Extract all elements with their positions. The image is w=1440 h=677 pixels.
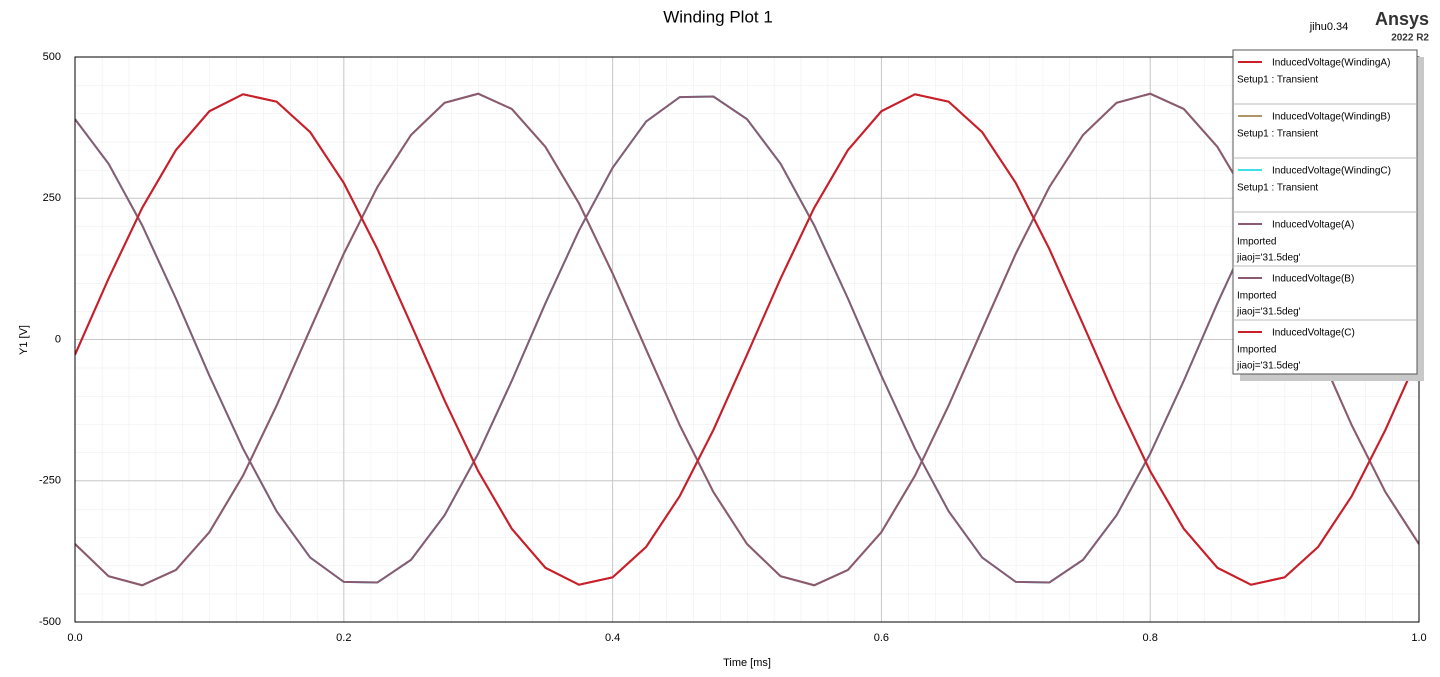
legend-context: jiaoj='31.5deg' [1236, 361, 1301, 372]
x-tick-label: 1.0 [1411, 632, 1426, 644]
legend-label: InducedVoltage(WindingA) [1272, 58, 1390, 69]
series-line [75, 95, 1419, 584]
legend-context: Setup1 : Transient [1237, 129, 1318, 140]
legend-label: InducedVoltage(A) [1272, 220, 1354, 231]
legend-context: jiaoj='31.5deg' [1236, 253, 1301, 264]
y-tick-label: -500 [39, 616, 61, 628]
legend-label: InducedVoltage(C) [1272, 328, 1355, 339]
series-line [75, 92, 1419, 587]
x-axis-label: Time [ms] [723, 657, 771, 669]
x-tick-label: 0.0 [67, 632, 82, 644]
legend-context: Imported [1237, 345, 1276, 356]
x-tick-label: 0.8 [1143, 632, 1158, 644]
legend-label: InducedVoltage(B) [1272, 274, 1354, 285]
legend-context: Setup1 : Transient [1237, 75, 1318, 86]
legend-context: Imported [1237, 237, 1276, 248]
series-line [75, 93, 1419, 586]
x-tick-label: 0.2 [336, 632, 351, 644]
y-tick-label: -250 [39, 475, 61, 487]
legend-label: InducedVoltage(WindingC) [1272, 166, 1391, 177]
y-tick-label: 0 [55, 333, 61, 345]
corner-text: jihu0.34 [1309, 21, 1349, 33]
chart-title: Winding Plot 1 [663, 7, 773, 26]
legend-context: jiaoj='31.5deg' [1236, 307, 1301, 318]
x-tick-label: 0.6 [874, 632, 889, 644]
y-tick-label: 500 [43, 51, 61, 63]
x-tick-label: 0.4 [605, 632, 620, 644]
legend-context: Imported [1237, 291, 1276, 302]
y-tick-label: 250 [43, 192, 61, 204]
brand-version: 2022 R2 [1391, 33, 1429, 44]
y-axis-label: Y1 [V] [18, 325, 30, 355]
legend-context: Setup1 : Transient [1237, 183, 1318, 194]
brand: Ansys [1375, 9, 1429, 29]
legend-label: InducedVoltage(WindingB) [1272, 112, 1390, 123]
